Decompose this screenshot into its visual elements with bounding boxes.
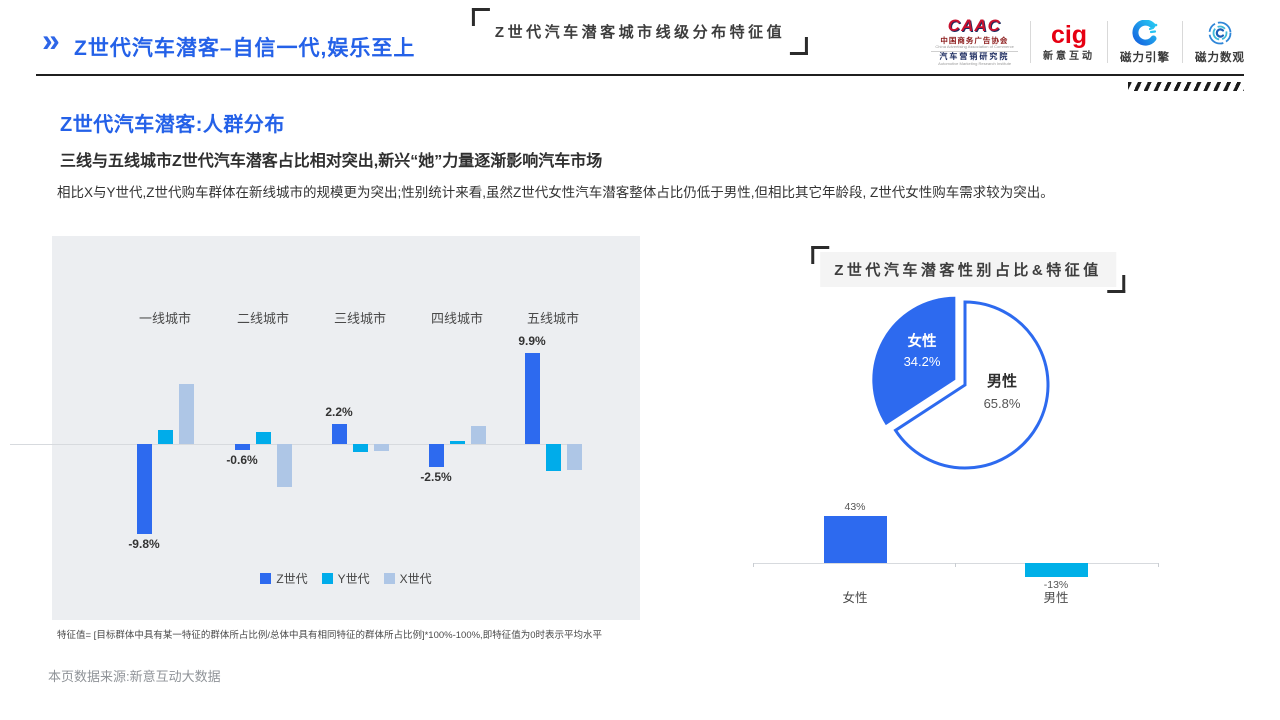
legend-label-x: X世代 xyxy=(399,572,432,586)
logo-strip: CAAC 中国商务广告协会 China Advertising Associat… xyxy=(895,16,1245,68)
legend-item-y: Y世代 xyxy=(321,570,370,587)
category-label: 一线城市 xyxy=(138,311,191,326)
bar-value-label: 43% xyxy=(844,500,866,513)
corner-bracket-icon xyxy=(1106,275,1125,293)
section-subtitle: 三线与五线城市Z世代汽车潜客占比相对突出,新兴“她”力量逐渐影响汽车市场 xyxy=(60,153,603,170)
bar-Y世代-一线城市 xyxy=(157,430,173,444)
pie-label-male: 男性 xyxy=(986,373,1017,390)
caac-association-name-en: China Advertising Association of Commerc… xyxy=(935,44,1014,49)
bar-Y世代-五线城市 xyxy=(545,444,561,471)
legend-item-z: Z世代 xyxy=(260,570,308,587)
logo-divider xyxy=(1030,21,1031,63)
section-title: Z世代汽车潜客:人群分布 xyxy=(60,114,285,136)
legend-label-y: Y世代 xyxy=(337,572,370,586)
pie-slice-male xyxy=(893,300,1050,470)
category-label: 女性 xyxy=(842,591,868,605)
bar-Y世代-三线城市 xyxy=(352,444,368,453)
gender-feature-bar-chart: 43% 女性 -13% 男性 xyxy=(753,495,1159,610)
bar-value-label: -9.8% xyxy=(128,537,160,552)
corner-bracket-icon xyxy=(790,37,809,55)
bar-Z世代-二线城市 xyxy=(234,444,250,450)
bar-X世代-五线城市 xyxy=(566,444,582,470)
axis-tick xyxy=(753,563,754,567)
category-label: 四线城市 xyxy=(430,311,483,326)
x-axis-line xyxy=(753,563,1159,564)
gender-chart-title: Z世代汽车潜客性别占比&特征值 xyxy=(811,246,1125,293)
logo-divider xyxy=(1107,21,1108,63)
bar-Y世代-四线城市 xyxy=(449,441,465,444)
cili-engine-name: 磁力引擎 xyxy=(1120,51,1170,64)
bar-value-label: -13% xyxy=(1043,579,1069,592)
cig-name: 新意互动 xyxy=(1043,50,1095,62)
bar-Z世代-四线城市 xyxy=(428,444,444,467)
hatch-decoration xyxy=(1128,82,1244,91)
x-axis-line xyxy=(10,444,580,445)
city-tier-bar-chart: 一线城市 二线城市 三线城市 四线城市 五线城市 -9.8% -0.6% 2.2% -2.5% 9… xyxy=(52,236,640,620)
legend-swatch-z xyxy=(260,573,272,584)
corner-bracket-icon xyxy=(811,246,830,264)
category-label: 男性 xyxy=(1043,591,1069,605)
city-chart-title: Z世代汽车潜客城市线级分布特征值 xyxy=(471,8,809,55)
data-observe-icon xyxy=(1208,21,1232,45)
corner-bracket-icon xyxy=(471,8,490,26)
caac-logo: CAAC 中国商务广告协会 China Advertising Associat… xyxy=(930,16,1018,67)
axis-tick xyxy=(955,563,956,567)
cig-abbr: cig xyxy=(1050,20,1088,49)
magnetic-engine-icon xyxy=(1132,19,1158,46)
bar-value-label: 9.9% xyxy=(518,333,546,348)
legend-swatch-y xyxy=(321,573,333,584)
bar-value-label: -2.5% xyxy=(420,470,452,484)
bar-X世代-三线城市 xyxy=(373,444,389,452)
bar-Z世代-一线城市 xyxy=(136,444,152,535)
data-source-note: 本页数据来源:新意互动大数据 xyxy=(48,669,221,684)
pie-slice-female xyxy=(872,296,956,426)
bar-Z世代-三线城市 xyxy=(331,423,347,444)
caac-institute-name-en: Automotive Marketing Research Institute xyxy=(937,61,1011,66)
bar-Z世代-五线城市 xyxy=(524,352,540,444)
footnote: 特征值= [目标群体中具有某一特征的群体所占比例/总体中具有相同特征的群体所占比… xyxy=(57,630,602,641)
gender-pie-chart xyxy=(872,296,1050,470)
cili-engine-logo: 磁力引擎 xyxy=(1120,19,1170,65)
bar-女性 xyxy=(823,515,887,563)
page-title: Z世代汽车潜客–自信一代,娱乐至上 xyxy=(74,37,416,60)
city-chart-title-box: Z世代汽车潜客城市线级分布特征值 xyxy=(471,8,809,55)
legend-item-x: X世代 xyxy=(383,570,432,587)
category-label: 三线城市 xyxy=(333,311,386,326)
bar-value-label: 2.2% xyxy=(325,404,353,419)
cili-shuguan-logo: 磁力数观 xyxy=(1195,20,1245,65)
double-chevron-icon: » xyxy=(42,22,60,58)
cili-shuguan-name: 磁力数观 xyxy=(1195,51,1245,64)
category-label: 二线城市 xyxy=(236,311,289,326)
caac-abbr: CAAC xyxy=(947,16,1001,36)
pie-value-male: 65.8% xyxy=(983,396,1021,411)
caac-institute-name: 汽车营销研究院 xyxy=(930,51,1018,62)
bar-X世代-一线城市 xyxy=(178,384,194,444)
chart-legend: Z世代 Y世代 X世代 xyxy=(52,570,640,587)
bar-男性 xyxy=(1024,563,1088,578)
bar-X世代-四线城市 xyxy=(470,425,486,444)
logo-divider xyxy=(1182,21,1183,63)
category-label: 五线城市 xyxy=(526,311,579,326)
section-body: 相比X与Y世代,Z世代购车群体在新线城市的规模更为突出;性别统计来看,虽然Z世代… xyxy=(57,185,1054,200)
axis-tick xyxy=(1158,563,1159,567)
bar-Y世代-二线城市 xyxy=(255,432,271,444)
pie-value-female: 34.2% xyxy=(903,354,941,369)
bar-X世代-二线城市 xyxy=(276,444,292,488)
header-divider xyxy=(36,74,1244,76)
caac-association-name: 中国商务广告协会 xyxy=(940,35,1009,45)
legend-swatch-x xyxy=(383,573,395,584)
cig-logo: cig 新意互动 xyxy=(1043,20,1095,62)
gender-chart-title-box: Z世代汽车潜客性别占比&特征值 xyxy=(811,246,1125,293)
legend-label-z: Z世代 xyxy=(276,572,308,586)
bar-value-label: -0.6% xyxy=(226,452,258,467)
pie-label-female: 女性 xyxy=(907,334,937,350)
